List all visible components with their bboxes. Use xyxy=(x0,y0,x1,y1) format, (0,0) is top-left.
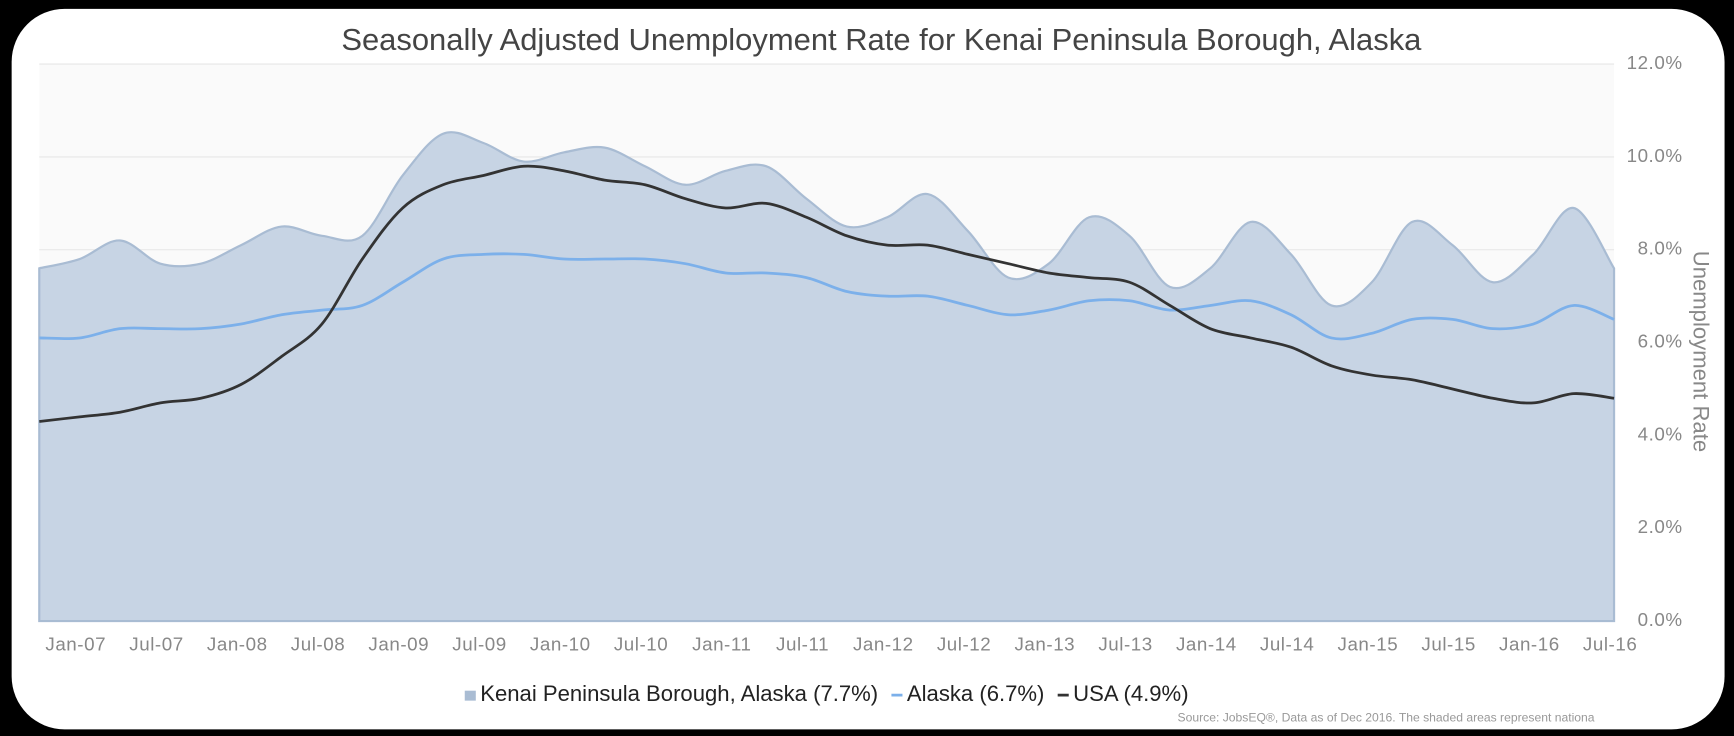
x-tick-label: Jul-07 xyxy=(129,633,183,654)
y-tick-label: 4.0% xyxy=(1638,423,1683,444)
line xyxy=(39,252,1615,341)
y-axis-label: Unemployment Rate xyxy=(1688,251,1713,452)
legend-label: USA (4.9%) xyxy=(1073,681,1188,706)
y-tick-label: 8.0% xyxy=(1638,238,1683,259)
x-tick-label: Jul-11 xyxy=(776,633,829,654)
y-tick-label: 6.0% xyxy=(1638,331,1683,352)
x-tick-label: Jan-08 xyxy=(207,633,268,654)
x-tick-label: Jul-08 xyxy=(291,633,345,654)
y-tick-label: 0.0% xyxy=(1638,609,1683,630)
y-tick-label: 10.0% xyxy=(1627,145,1683,166)
x-tick-label: Jan-12 xyxy=(853,633,914,654)
x-tick-label: Jul-15 xyxy=(1421,633,1475,654)
x-tick-label: Jul-13 xyxy=(1098,633,1152,654)
x-tick-label: Jul-16 xyxy=(1583,633,1637,654)
legend-marker xyxy=(464,690,476,701)
source-note: Source: JobsEQ®, Data as of Dec 2016. Th… xyxy=(1178,711,1595,725)
x-tick-label: Jul-14 xyxy=(1260,633,1314,654)
x-tick-label: Jan-15 xyxy=(1338,633,1399,654)
chart-title: Seasonally Adjusted Unemployment Rate fo… xyxy=(341,22,1422,57)
line xyxy=(39,164,1615,423)
x-tick-label: Jan-16 xyxy=(1499,633,1560,654)
legend-label: Alaska (6.7%) xyxy=(907,681,1045,706)
x-tick-label: Jan-14 xyxy=(1176,633,1237,654)
x-tick-label: Jan-07 xyxy=(45,633,106,654)
x-tick-label: Jul-12 xyxy=(937,633,991,654)
x-tick-label: Jan-10 xyxy=(530,633,591,654)
x-tick-label: Jul-10 xyxy=(614,633,668,654)
area xyxy=(38,131,1616,623)
y-tick-label: 12.0% xyxy=(1627,52,1683,73)
x-tick-label: Jan-09 xyxy=(368,633,429,654)
x-tick-label: Jan-11 xyxy=(692,633,751,654)
legend: Kenai Peninsula Borough, Alaska (7.7%) Al… xyxy=(464,681,1189,706)
x-tick-label: Jul-09 xyxy=(452,633,506,654)
x-tick-label: Jan-13 xyxy=(1014,633,1075,654)
legend-label: Kenai Peninsula Borough, Alaska (7.7%) xyxy=(480,681,878,706)
y-tick-label: 2.0% xyxy=(1638,516,1683,537)
